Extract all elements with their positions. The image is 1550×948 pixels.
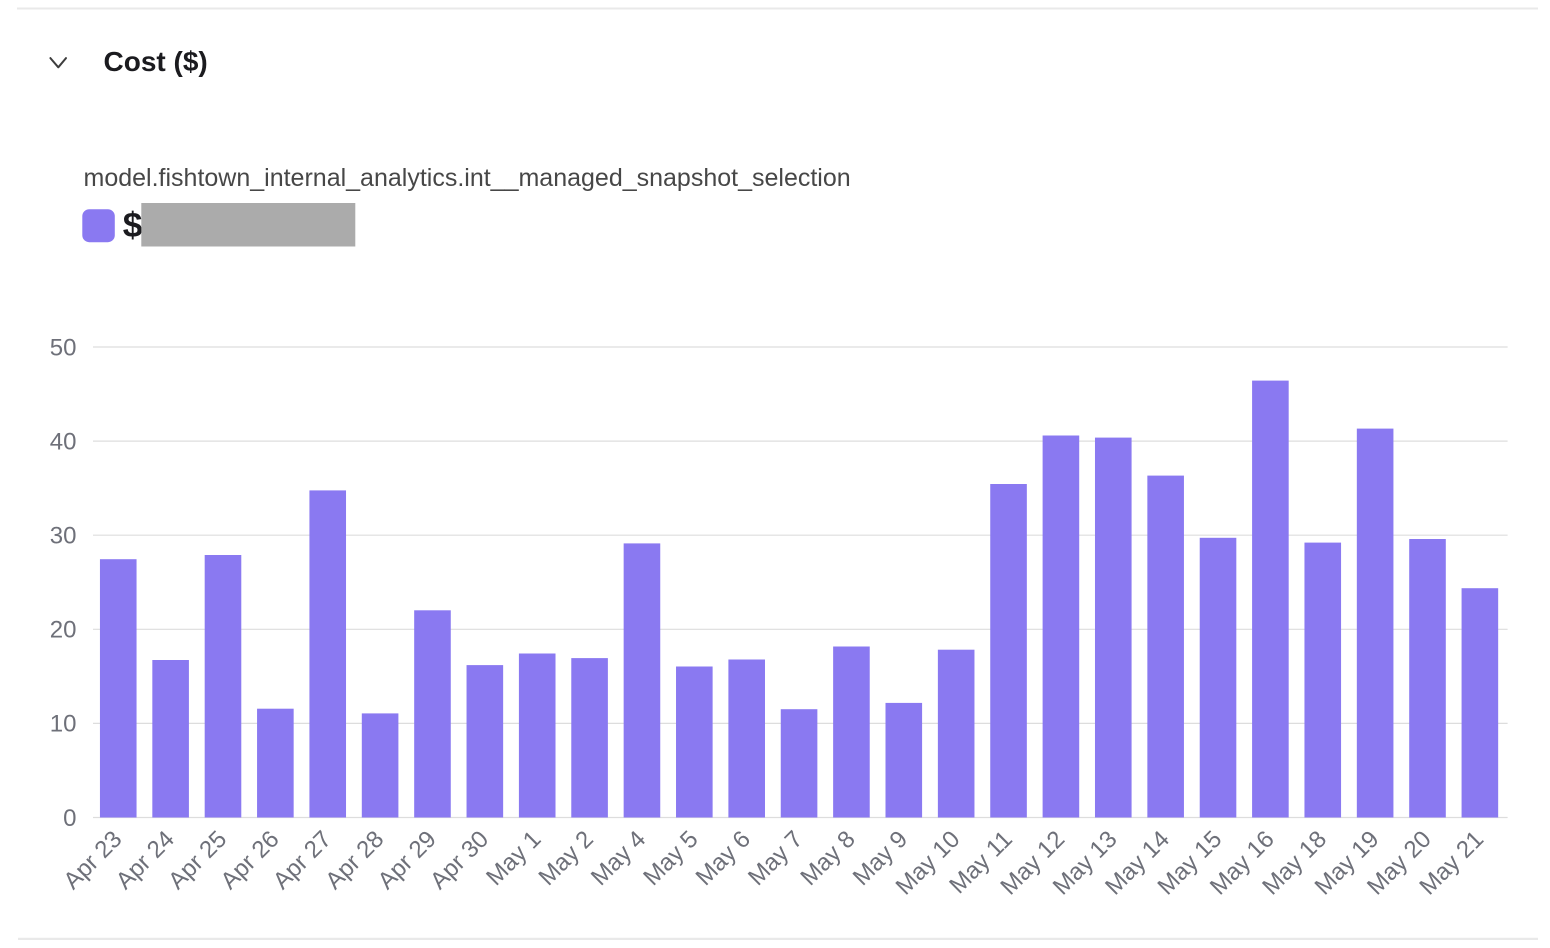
svg-text:30: 30 xyxy=(50,523,77,550)
svg-text:50: 50 xyxy=(50,334,77,361)
svg-text:Cost ($): Cost ($) xyxy=(104,46,208,77)
svg-text:0: 0 xyxy=(63,805,76,832)
svg-text:10: 10 xyxy=(50,711,77,738)
svg-text:$: $ xyxy=(123,205,143,245)
svg-text:model.fishtown_internal_analyt: model.fishtown_internal_analytics.int__m… xyxy=(84,164,851,192)
svg-text:40: 40 xyxy=(50,428,77,455)
svg-text:20: 20 xyxy=(50,617,77,644)
